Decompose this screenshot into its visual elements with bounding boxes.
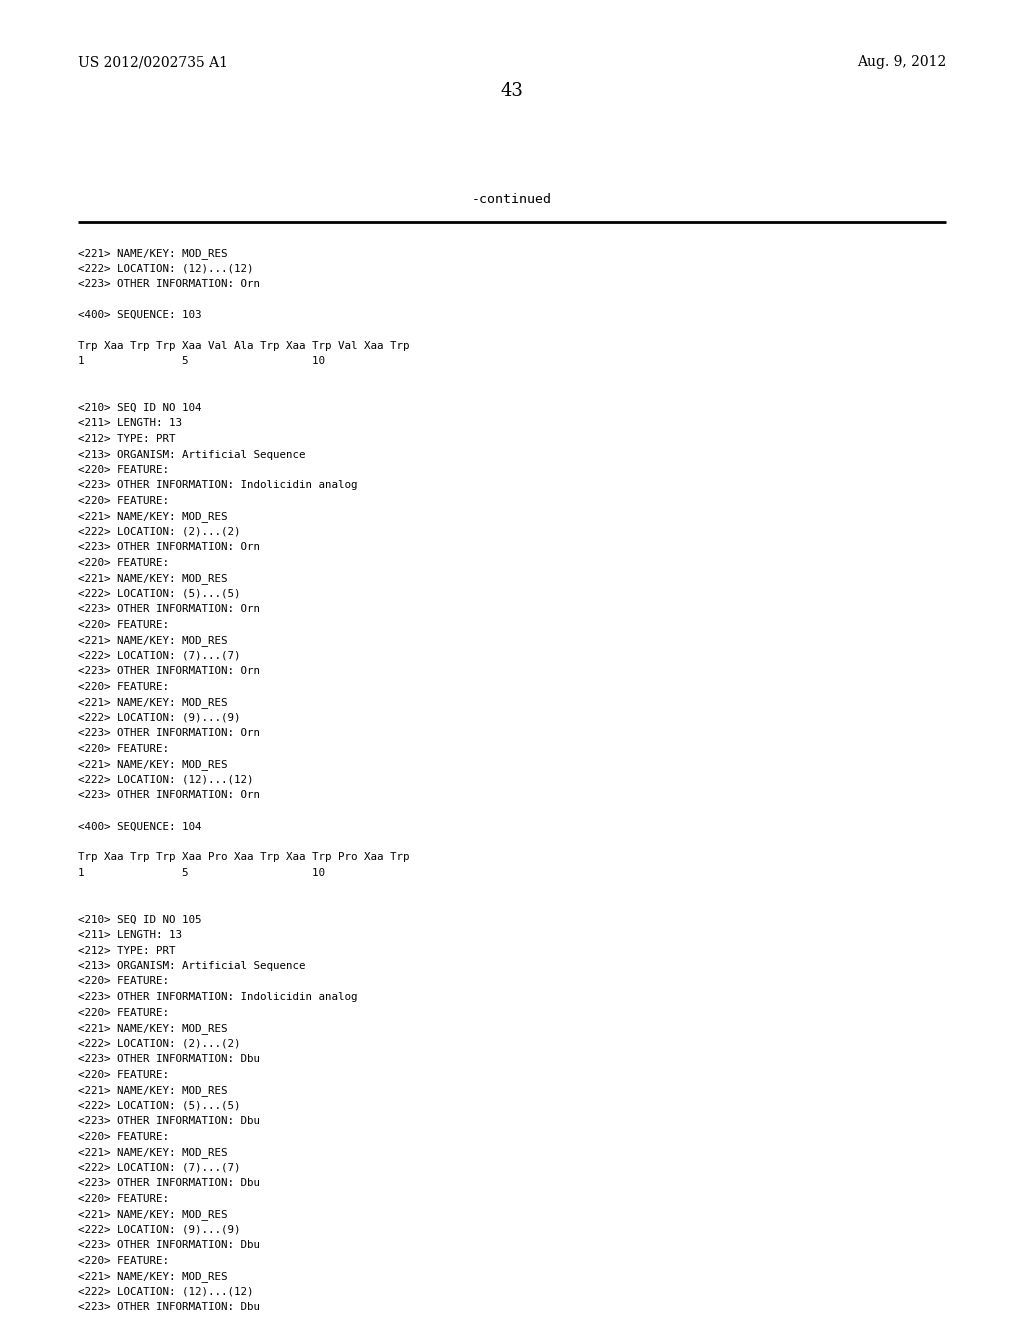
Text: <223> OTHER INFORMATION: Dbu: <223> OTHER INFORMATION: Dbu	[78, 1115, 260, 1126]
Text: -continued: -continued	[472, 193, 552, 206]
Text: <222> LOCATION: (5)...(5): <222> LOCATION: (5)...(5)	[78, 589, 241, 599]
Text: <221> NAME/KEY: MOD_RES: <221> NAME/KEY: MOD_RES	[78, 1085, 227, 1096]
Text: <210> SEQ ID NO 105: <210> SEQ ID NO 105	[78, 915, 202, 924]
Text: <213> ORGANISM: Artificial Sequence: <213> ORGANISM: Artificial Sequence	[78, 961, 305, 972]
Text: <222> LOCATION: (7)...(7): <222> LOCATION: (7)...(7)	[78, 651, 241, 661]
Text: <220> FEATURE:: <220> FEATURE:	[78, 1069, 169, 1080]
Text: <213> ORGANISM: Artificial Sequence: <213> ORGANISM: Artificial Sequence	[78, 450, 305, 459]
Text: <221> NAME/KEY: MOD_RES: <221> NAME/KEY: MOD_RES	[78, 697, 227, 709]
Text: <222> LOCATION: (12)...(12): <222> LOCATION: (12)...(12)	[78, 264, 254, 273]
Text: <222> LOCATION: (9)...(9): <222> LOCATION: (9)...(9)	[78, 1225, 241, 1234]
Text: <223> OTHER INFORMATION: Dbu: <223> OTHER INFORMATION: Dbu	[78, 1302, 260, 1312]
Text: <212> TYPE: PRT: <212> TYPE: PRT	[78, 945, 175, 956]
Text: <400> SEQUENCE: 104: <400> SEQUENCE: 104	[78, 821, 202, 832]
Text: Trp Xaa Trp Trp Xaa Val Ala Trp Xaa Trp Val Xaa Trp: Trp Xaa Trp Trp Xaa Val Ala Trp Xaa Trp …	[78, 341, 410, 351]
Text: <222> LOCATION: (9)...(9): <222> LOCATION: (9)...(9)	[78, 713, 241, 723]
Text: <223> OTHER INFORMATION: Dbu: <223> OTHER INFORMATION: Dbu	[78, 1177, 260, 1188]
Text: <222> LOCATION: (7)...(7): <222> LOCATION: (7)...(7)	[78, 1163, 241, 1172]
Text: <222> LOCATION: (12)...(12): <222> LOCATION: (12)...(12)	[78, 775, 254, 785]
Text: <222> LOCATION: (2)...(2): <222> LOCATION: (2)...(2)	[78, 527, 241, 537]
Text: <220> FEATURE:: <220> FEATURE:	[78, 558, 169, 568]
Text: <222> LOCATION: (12)...(12): <222> LOCATION: (12)...(12)	[78, 1287, 254, 1296]
Text: <221> NAME/KEY: MOD_RES: <221> NAME/KEY: MOD_RES	[78, 759, 227, 771]
Text: <221> NAME/KEY: MOD_RES: <221> NAME/KEY: MOD_RES	[78, 1271, 227, 1282]
Text: <212> TYPE: PRT: <212> TYPE: PRT	[78, 434, 175, 444]
Text: <220> FEATURE:: <220> FEATURE:	[78, 744, 169, 754]
Text: <221> NAME/KEY: MOD_RES: <221> NAME/KEY: MOD_RES	[78, 1209, 227, 1220]
Text: 1               5                   10: 1 5 10	[78, 356, 325, 367]
Text: <223> OTHER INFORMATION: Orn: <223> OTHER INFORMATION: Orn	[78, 279, 260, 289]
Text: <222> LOCATION: (5)...(5): <222> LOCATION: (5)...(5)	[78, 1101, 241, 1110]
Text: <211> LENGTH: 13: <211> LENGTH: 13	[78, 931, 182, 940]
Text: <223> OTHER INFORMATION: Orn: <223> OTHER INFORMATION: Orn	[78, 791, 260, 800]
Text: <223> OTHER INFORMATION: Dbu: <223> OTHER INFORMATION: Dbu	[78, 1239, 260, 1250]
Text: <223> OTHER INFORMATION: Orn: <223> OTHER INFORMATION: Orn	[78, 729, 260, 738]
Text: <223> OTHER INFORMATION: Dbu: <223> OTHER INFORMATION: Dbu	[78, 1053, 260, 1064]
Text: <223> OTHER INFORMATION: Orn: <223> OTHER INFORMATION: Orn	[78, 667, 260, 676]
Text: <221> NAME/KEY: MOD_RES: <221> NAME/KEY: MOD_RES	[78, 573, 227, 585]
Text: <211> LENGTH: 13: <211> LENGTH: 13	[78, 418, 182, 429]
Text: <223> OTHER INFORMATION: Orn: <223> OTHER INFORMATION: Orn	[78, 605, 260, 615]
Text: <220> FEATURE:: <220> FEATURE:	[78, 620, 169, 630]
Text: <220> FEATURE:: <220> FEATURE:	[78, 465, 169, 475]
Text: <400> SEQUENCE: 103: <400> SEQUENCE: 103	[78, 310, 202, 319]
Text: Trp Xaa Trp Trp Xaa Pro Xaa Trp Xaa Trp Pro Xaa Trp: Trp Xaa Trp Trp Xaa Pro Xaa Trp Xaa Trp …	[78, 853, 410, 862]
Text: <223> OTHER INFORMATION: Indolicidin analog: <223> OTHER INFORMATION: Indolicidin ana…	[78, 480, 357, 491]
Text: 43: 43	[501, 82, 523, 100]
Text: <221> NAME/KEY: MOD_RES: <221> NAME/KEY: MOD_RES	[78, 635, 227, 647]
Text: <220> FEATURE:: <220> FEATURE:	[78, 682, 169, 692]
Text: <221> NAME/KEY: MOD_RES: <221> NAME/KEY: MOD_RES	[78, 248, 227, 259]
Text: <221> NAME/KEY: MOD_RES: <221> NAME/KEY: MOD_RES	[78, 1023, 227, 1034]
Text: 1               5                   10: 1 5 10	[78, 869, 325, 878]
Text: <223> OTHER INFORMATION: Orn: <223> OTHER INFORMATION: Orn	[78, 543, 260, 553]
Text: <223> OTHER INFORMATION: Indolicidin analog: <223> OTHER INFORMATION: Indolicidin ana…	[78, 993, 357, 1002]
Text: <210> SEQ ID NO 104: <210> SEQ ID NO 104	[78, 403, 202, 413]
Text: <220> FEATURE:: <220> FEATURE:	[78, 1255, 169, 1266]
Text: <221> NAME/KEY: MOD_RES: <221> NAME/KEY: MOD_RES	[78, 1147, 227, 1158]
Text: <220> FEATURE:: <220> FEATURE:	[78, 496, 169, 506]
Text: <220> FEATURE:: <220> FEATURE:	[78, 977, 169, 986]
Text: <220> FEATURE:: <220> FEATURE:	[78, 1193, 169, 1204]
Text: <220> FEATURE:: <220> FEATURE:	[78, 1131, 169, 1142]
Text: <220> FEATURE:: <220> FEATURE:	[78, 1007, 169, 1018]
Text: <221> NAME/KEY: MOD_RES: <221> NAME/KEY: MOD_RES	[78, 511, 227, 523]
Text: Aug. 9, 2012: Aug. 9, 2012	[857, 55, 946, 69]
Text: US 2012/0202735 A1: US 2012/0202735 A1	[78, 55, 228, 69]
Text: <222> LOCATION: (2)...(2): <222> LOCATION: (2)...(2)	[78, 1039, 241, 1048]
